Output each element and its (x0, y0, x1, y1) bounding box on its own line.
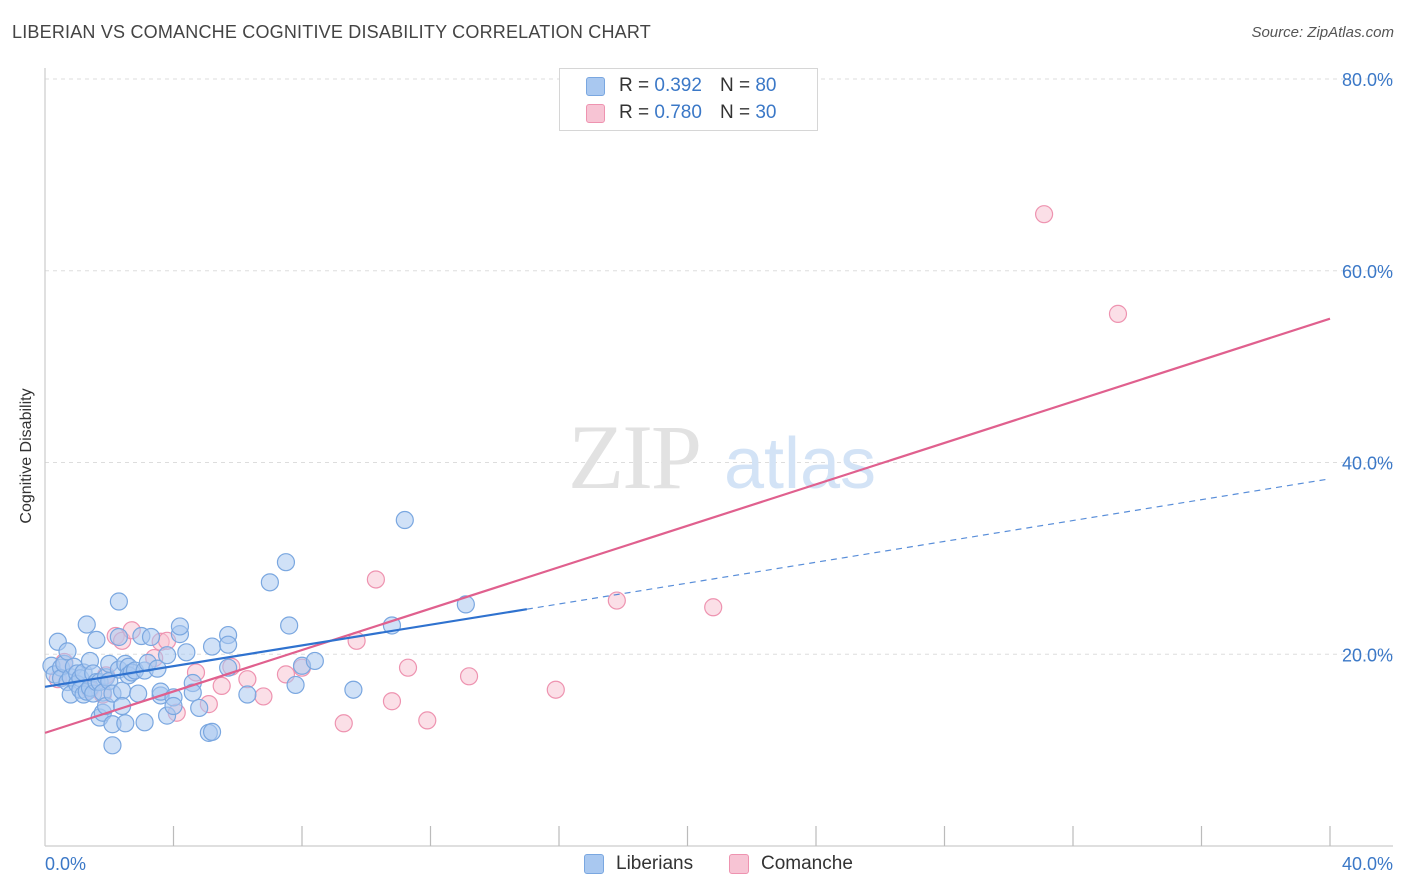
comanche-point (459, 667, 479, 686)
comanche-point (398, 658, 418, 677)
liberians-point (157, 646, 177, 665)
y-tick-label: 20.0% (1342, 645, 1393, 665)
x-tick-label: 0.0% (45, 854, 86, 874)
n-value: 30 (755, 102, 777, 123)
comanche-point (366, 570, 385, 589)
trend-lines (44, 317, 1331, 734)
liberians-point (219, 635, 238, 654)
liberians-point (280, 616, 299, 635)
r-label: R = (619, 102, 650, 123)
liberians-point (103, 736, 122, 755)
liberians-point (87, 630, 106, 649)
watermark: ZIP atlas (568, 406, 876, 508)
comanche-point (334, 714, 353, 733)
r-value: 0.392 (654, 75, 702, 96)
liberians-points (42, 510, 475, 755)
comanche-point (704, 598, 723, 617)
liberians-point (177, 643, 196, 662)
comanche-swatch (586, 103, 605, 123)
r-label: R = (619, 75, 650, 96)
n-label: N = (719, 75, 751, 96)
liberians-point (58, 642, 77, 661)
liberians-point (344, 680, 363, 699)
comanche-point (418, 711, 437, 730)
legend-item-liberians[interactable]: Liberians (584, 852, 693, 876)
x-tick-label: 40.0% (1342, 854, 1393, 874)
comanche-point (607, 591, 626, 610)
liberians-trend-extension (526, 478, 1331, 610)
comanche-point (1108, 304, 1128, 323)
liberians-point (238, 685, 257, 704)
comanche-swatch (729, 854, 749, 874)
liberians-point (112, 681, 132, 700)
legend-item-comanche[interactable]: Comanche (729, 852, 853, 876)
legend-row-comanche: R = 0.780 N = 30 (586, 102, 776, 124)
liberians-point (260, 573, 279, 592)
comanche-point (546, 680, 565, 699)
liberians-swatch (586, 76, 605, 96)
watermark-atlas: atlas (724, 424, 876, 504)
liberians-point (141, 627, 161, 647)
liberians-swatch (584, 854, 604, 874)
legend-label-comanche: Comanche (761, 853, 853, 874)
comanche-trend-line (44, 317, 1331, 734)
liberians-point (286, 675, 305, 695)
liberians-point (305, 651, 324, 671)
liberians-point (395, 510, 414, 530)
legend-row-liberians: R = 0.392 N = 80 (586, 75, 776, 97)
y-tick-label: 60.0% (1342, 262, 1393, 282)
liberians-point (129, 684, 148, 703)
legend-label-liberians: Liberians (616, 853, 694, 874)
ticks: 20.0% 40.0% 60.0% 80.0% 0.0% 40.0% (45, 70, 1393, 874)
comanche-point (212, 676, 231, 695)
y-tick-label: 80.0% (1342, 70, 1393, 90)
correlation-legend: R = 0.392 N = 80 R = 0.780 N = 30 (559, 68, 818, 131)
liberians-point (109, 627, 128, 647)
comanche-point (254, 687, 273, 706)
liberians-point (77, 615, 96, 634)
axes (44, 68, 1393, 847)
chart-title: LIBERIAN VS COMANCHE COGNITIVE DISABILIT… (12, 22, 651, 42)
comanche-point (1034, 205, 1054, 224)
liberians-point (170, 617, 190, 636)
n-value: 80 (755, 75, 777, 96)
liberians-point (190, 698, 209, 718)
watermark-zip: ZIP (568, 406, 700, 508)
n-label: N = (719, 102, 751, 123)
liberians-point (276, 553, 296, 572)
comanche-point (238, 670, 257, 689)
y-tick-label: 40.0% (1342, 454, 1393, 474)
liberians-point (135, 713, 154, 732)
comanche-point (382, 692, 402, 711)
liberians-point (202, 637, 222, 656)
liberians-trend-line (44, 608, 528, 688)
r-value: 0.780 (654, 102, 702, 123)
source-label: Source: ZipAtlas.com (1251, 24, 1394, 41)
liberians-point (164, 696, 183, 716)
liberians-point (456, 595, 475, 614)
liberians-point (202, 722, 222, 742)
liberians-point (116, 714, 135, 733)
gridlines (45, 78, 1393, 655)
liberians-point (109, 592, 128, 611)
